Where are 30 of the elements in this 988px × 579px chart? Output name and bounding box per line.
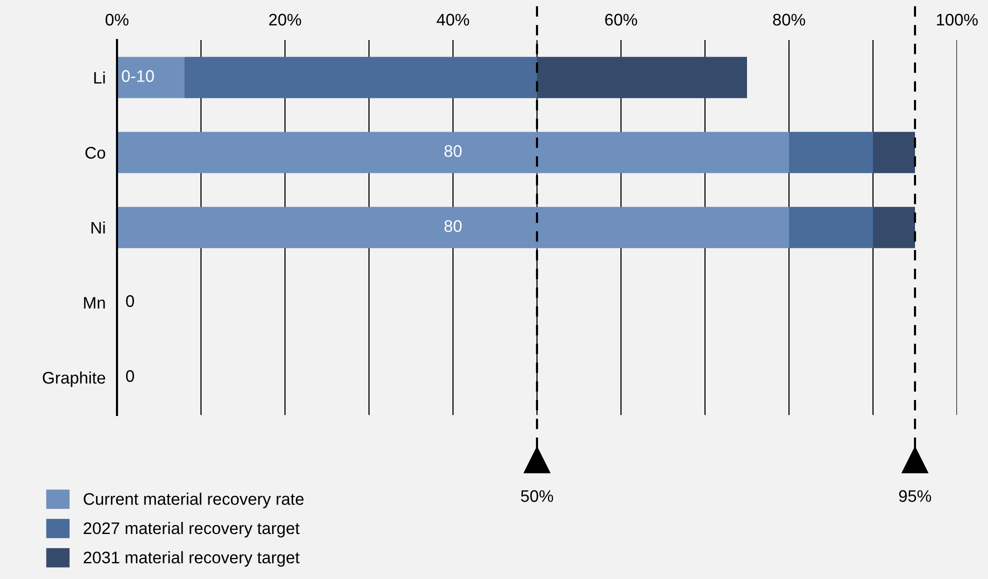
bar	[873, 206, 915, 248]
bar	[537, 56, 747, 98]
bar	[789, 132, 873, 174]
y-tick-label: Co	[85, 146, 106, 159]
bar	[117, 206, 789, 248]
x-tick-label: 20%	[269, 14, 302, 26]
data-label: 80	[444, 145, 462, 157]
legend-label: 2031 material recovery target	[84, 551, 300, 567]
data-label: 80	[444, 220, 462, 232]
bar	[117, 56, 184, 98]
y-tick-label: Ni	[92, 221, 105, 234]
ref-line-label: 50%	[520, 490, 554, 502]
legend-label: Current material recovery rate	[84, 492, 304, 508]
x-tick-label: 40%	[436, 14, 470, 26]
x-tick-label: 80%	[773, 14, 806, 26]
bar	[789, 206, 873, 248]
y-tick-label: Mn	[84, 297, 105, 309]
bar	[873, 132, 915, 174]
legend-label: 2027 material recovery target	[84, 522, 300, 538]
x-tick-label: 0%	[106, 14, 128, 26]
data-label: 0	[126, 295, 134, 307]
data-label: 0-10	[122, 70, 154, 82]
x-tick-label: 60%	[605, 14, 638, 26]
x-tick-label: 100%	[936, 14, 978, 26]
y-tick-label: Li	[94, 71, 105, 84]
bar	[184, 56, 537, 98]
y-tick-label: Graphite	[42, 371, 106, 387]
ref-line-label: 95%	[899, 490, 932, 502]
data-label: 0	[126, 370, 134, 382]
bar	[117, 132, 789, 174]
